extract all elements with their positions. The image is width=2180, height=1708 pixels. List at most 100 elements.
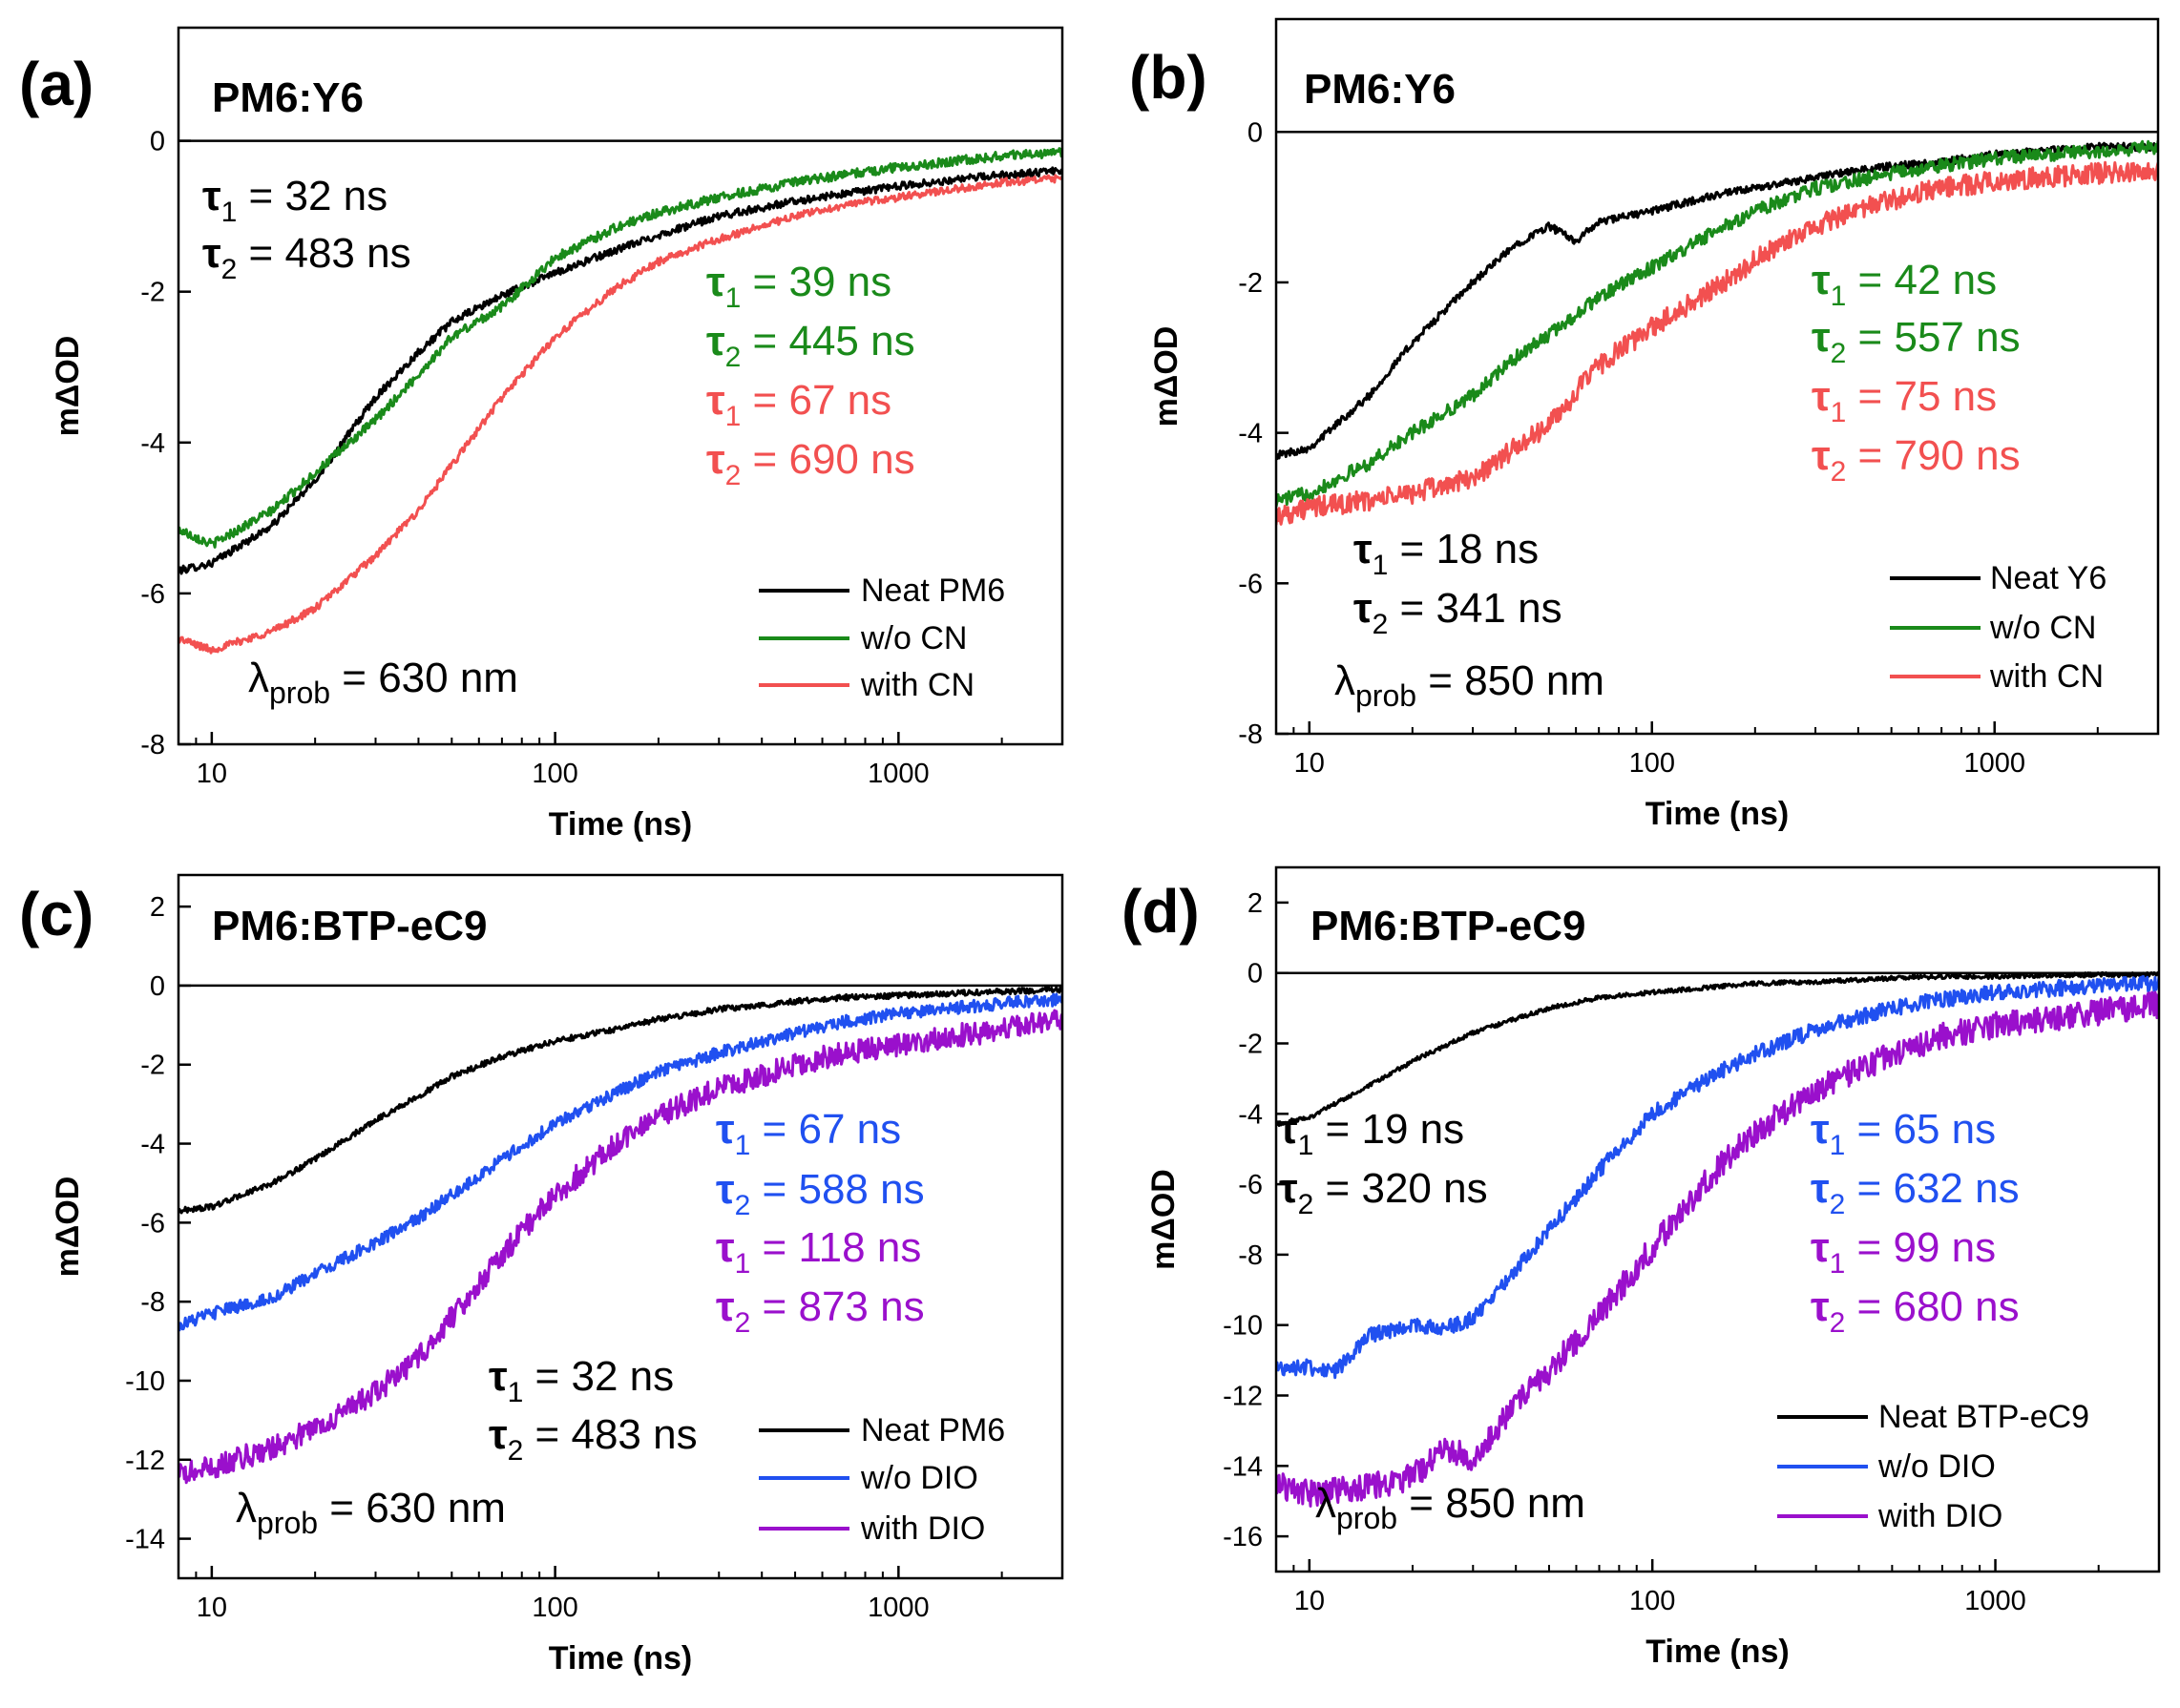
- legend-label: w/o CN: [860, 620, 967, 656]
- x-axis-title: Time (ns): [549, 806, 693, 843]
- y-tick-label: -12: [125, 1446, 165, 1476]
- legend-label: Neat PM6: [861, 1412, 1005, 1448]
- x-tick-label: 1000: [1964, 1586, 2026, 1616]
- lifetime-annotation: τ2 = 873 ns: [716, 1283, 925, 1339]
- y-axis-title: mΔOD: [50, 1177, 86, 1278]
- panel-title: PM6:BTP-eC9: [212, 903, 488, 949]
- x-tick-label: 10: [197, 759, 227, 789]
- lifetime-annotation: τ2 = 483 ns: [202, 230, 411, 285]
- probe-wavelength-label: λprob = 850 nm: [1334, 657, 1604, 713]
- x-axis-title: Time (ns): [1645, 796, 1790, 832]
- plot-frame: [177, 26, 1064, 746]
- panel-letter: (a): [19, 50, 94, 118]
- panel-letter: (b): [1129, 43, 1207, 112]
- y-tick-label: 0: [150, 971, 165, 1002]
- x-tick-label: 1000: [1963, 748, 2025, 779]
- panel-d: 10 100 1000 2 0 -2 -4 -6 -8 -10 -12 -14 -16 Time (ns)…: [1121, 865, 2161, 1670]
- legend-label: Neat BTP-eC9: [1878, 1399, 2089, 1435]
- x-axis-title: Time (ns): [1645, 1634, 1790, 1670]
- probe-wavelength-label: λprob = 850 nm: [1315, 1480, 1585, 1535]
- legend-label: Neat PM6: [861, 573, 1005, 609]
- series-line-with-cn: [178, 174, 1062, 655]
- legend-label: with CN: [860, 667, 975, 703]
- x-tick-label: 10: [197, 1593, 227, 1623]
- lifetime-annotation: τ2 = 632 ns: [1811, 1165, 2020, 1220]
- lifetime-annotation: τ1 = 19 ns: [1279, 1106, 1464, 1161]
- lifetime-annotation: τ2 = 320 ns: [1279, 1165, 1488, 1220]
- y-tick-label: 0: [150, 127, 165, 157]
- plot-frame: [1274, 17, 2160, 736]
- legend-label: with DIO: [1877, 1498, 2002, 1534]
- legend-label: w/o CN: [1989, 610, 2096, 646]
- y-tick-label: -4: [140, 1130, 165, 1160]
- series-line-neat-y6: [1276, 141, 2158, 461]
- y-tick-label: -14: [125, 1525, 165, 1555]
- y-axis-title: mΔOD: [1148, 326, 1184, 427]
- y-tick-label: -4: [1238, 419, 1263, 449]
- series-line-neat-btp-ec9: [1276, 970, 2159, 1127]
- lifetime-annotation: τ1 = 32 ns: [489, 1353, 674, 1408]
- lifetime-annotation: τ1 = 67 ns: [716, 1106, 901, 1161]
- panel-title: PM6:Y6: [212, 74, 364, 121]
- series-line-w-o-cn: [178, 147, 1062, 549]
- y-tick-label: -6: [140, 1208, 165, 1239]
- legend-label: w/o DIO: [1877, 1448, 1996, 1485]
- series-line-w-o-dio: [1276, 975, 2159, 1380]
- y-tick-label: 2: [150, 892, 165, 923]
- panel-c: 10 100 1000 2 0 -2 -4 -6 -8 -10 -12 -14 Time (ns) mΔO…: [19, 873, 1064, 1677]
- x-axis-title: Time (ns): [549, 1640, 693, 1677]
- series-line-neat-pm6: [178, 986, 1062, 1215]
- panel-title: PM6:BTP-eC9: [1310, 903, 1586, 949]
- lifetime-annotation: τ1 = 39 ns: [706, 259, 891, 314]
- y-tick-label: 0: [1247, 959, 1263, 989]
- panel-b: 10 100 1000 0 -2 -4 -6 -8 Time (ns) mΔOD (b) PM6:Y6…: [1129, 17, 2160, 832]
- y-tick-label: 2: [1247, 888, 1263, 919]
- legend-label: with CN: [1989, 658, 2104, 695]
- y-tick-label: -2: [140, 278, 165, 308]
- y-tick-label: -12: [1223, 1382, 1263, 1412]
- x-tick-label: 100: [532, 1593, 577, 1623]
- lifetime-annotation: τ2 = 680 ns: [1811, 1283, 2020, 1339]
- panel-a: 10 100 1000 0 -2 -4 -6 -8 Time (ns) mΔOD (a) PM6:Y6…: [19, 26, 1064, 843]
- y-tick-label: -14: [1223, 1451, 1263, 1482]
- x-tick-label: 1000: [868, 759, 930, 789]
- panel-letter: (c): [19, 880, 94, 948]
- y-tick-label: -2: [140, 1051, 165, 1081]
- y-tick-label: -10: [1223, 1311, 1263, 1342]
- panel-letter: (d): [1121, 877, 1200, 946]
- y-tick-label: -6: [1238, 1170, 1263, 1200]
- lifetime-annotation: τ2 = 483 ns: [489, 1411, 698, 1467]
- lifetime-annotation: τ1 = 75 ns: [1812, 373, 1997, 428]
- plot-frame: [177, 873, 1064, 1580]
- y-axis-title: mΔOD: [50, 336, 86, 437]
- lifetime-annotation: τ1 = 118 ns: [716, 1224, 921, 1280]
- lifetime-annotation: τ1 = 32 ns: [202, 173, 388, 228]
- y-tick-label: -6: [140, 579, 165, 610]
- y-tick-label: 0: [1247, 117, 1263, 148]
- y-tick-label: -2: [1238, 1030, 1263, 1060]
- y-tick-label: -2: [1238, 268, 1263, 299]
- y-tick-label: -10: [125, 1366, 165, 1397]
- lifetime-annotation: τ2 = 341 ns: [1353, 585, 1562, 640]
- y-tick-label: -6: [1238, 569, 1263, 599]
- x-tick-label: 100: [1629, 748, 1675, 779]
- lifetime-annotation: τ1 = 18 ns: [1353, 526, 1539, 581]
- lifetime-annotation: τ2 = 557 ns: [1812, 314, 2021, 369]
- y-tick-label: -8: [1238, 1240, 1263, 1271]
- y-tick-label: -8: [140, 1287, 165, 1318]
- y-tick-label: -8: [1238, 719, 1263, 750]
- y-tick-label: -4: [140, 428, 165, 459]
- x-tick-label: 1000: [868, 1593, 930, 1623]
- probe-wavelength-label: λprob = 630 nm: [248, 655, 518, 710]
- y-tick-label: -4: [1238, 1099, 1263, 1130]
- y-axis-title: mΔOD: [1145, 1169, 1182, 1270]
- lifetime-annotation: τ1 = 67 ns: [706, 377, 891, 432]
- legend-label: Neat Y6: [1990, 560, 2107, 596]
- series-line-w-o-cn: [1276, 139, 2158, 508]
- panel-title: PM6:Y6: [1304, 66, 1456, 113]
- lifetime-annotation: τ2 = 790 ns: [1812, 432, 2021, 488]
- lifetime-annotation: τ1 = 65 ns: [1811, 1106, 1996, 1161]
- x-tick-label: 10: [1294, 1586, 1325, 1616]
- legend-label: with DIO: [860, 1510, 985, 1547]
